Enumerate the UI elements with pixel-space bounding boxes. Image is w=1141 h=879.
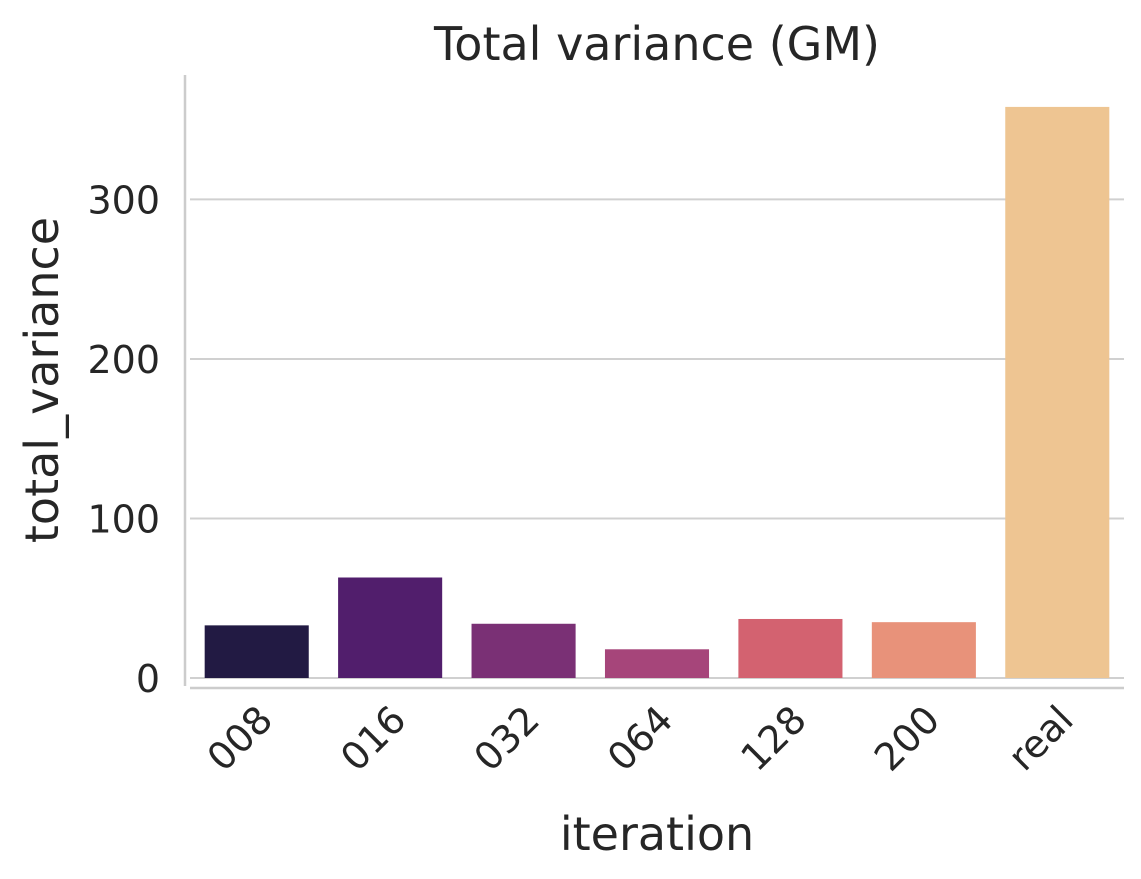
- x-tick-label: real: [1000, 697, 1082, 779]
- bar-008: [204, 625, 309, 678]
- bar-016: [338, 577, 443, 678]
- x-tick-label: 064: [599, 697, 681, 779]
- bars: [204, 106, 1110, 678]
- y-tick-labels: 0 100 200 300: [87, 178, 160, 701]
- chart-title: Total variance (GM): [433, 17, 880, 71]
- y-tick-label: 0: [136, 657, 160, 701]
- x-tick-label: 016: [332, 697, 414, 779]
- x-tick-labels: 008 016 032 064 128 200 real: [199, 697, 1082, 779]
- x-tick-label: 200: [866, 697, 948, 779]
- y-tick-label: 200: [87, 338, 160, 382]
- x-axis-label: iteration: [560, 807, 754, 861]
- x-tick-label: 032: [466, 697, 548, 779]
- y-tick-label: 300: [87, 178, 160, 222]
- y-tick-label: 100: [87, 497, 160, 541]
- gridlines: [190, 198, 1124, 679]
- bar-200: [871, 622, 976, 678]
- bar-real: [1005, 106, 1110, 678]
- x-tick-label: 008: [199, 697, 281, 779]
- x-tick-label: 128: [732, 697, 814, 779]
- bar-128: [738, 618, 843, 678]
- bar-032: [471, 623, 576, 678]
- y-axis-label: total_variance: [15, 217, 69, 543]
- bar-064: [604, 649, 710, 678]
